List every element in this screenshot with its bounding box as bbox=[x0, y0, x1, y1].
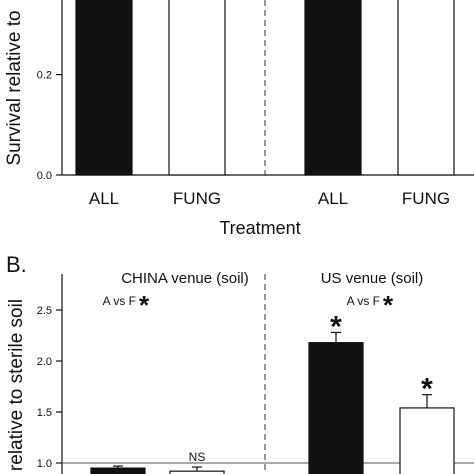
panel-b-comparison-label: A vs F bbox=[103, 294, 136, 308]
panel-a-bar-fung bbox=[397, 0, 455, 176]
panel-b-y-tick-label: 1.0 bbox=[37, 458, 52, 470]
panel-b-significance-mark: * bbox=[421, 373, 433, 406]
panel-b-comparison-mark: * bbox=[139, 290, 150, 320]
panel-a-y-axis-label: Survival relative to bbox=[4, 10, 25, 165]
panel-b-comparison-label: A vs F bbox=[347, 294, 380, 308]
panel-a-category-label: ALL bbox=[318, 189, 348, 208]
panel-a-category-label: ALL bbox=[89, 189, 119, 208]
panel-a-bar-all bbox=[75, 0, 133, 176]
panel-a-bar-all bbox=[304, 0, 362, 176]
panel-b-y-tick-label: 2.5 bbox=[37, 305, 52, 317]
panel-b-bar-fung bbox=[399, 407, 455, 474]
panel-a-category-label: FUNG bbox=[173, 189, 221, 208]
panel-b-label: B. bbox=[6, 252, 27, 277]
panel-b-bar-all bbox=[308, 342, 364, 474]
panel-b-y-tick-label: 1.5 bbox=[37, 407, 52, 419]
panel-b-significance-mark: NS bbox=[189, 450, 206, 464]
panel-b: B. relative to sterile soil 1.0 1.5 2.0 2.5… bbox=[6, 252, 474, 474]
panel-a-x-axis-label: Treatment bbox=[219, 218, 300, 238]
panel-b-comparison-mark: * bbox=[383, 290, 394, 320]
panel-b-y-axis-label: relative to sterile soil bbox=[6, 299, 27, 471]
panel-b-significance-mark: * bbox=[330, 310, 342, 343]
panel-a-category-label: FUNG bbox=[402, 189, 450, 208]
panel-a-y-tick-label: 0.0 bbox=[37, 170, 52, 182]
panel-a: Survival relative to 0.00.20.40.6 ALLFUN… bbox=[4, 0, 474, 238]
panel-b-bar-all bbox=[90, 467, 146, 474]
panel-b-group-title: CHINA venue (soil) bbox=[121, 270, 249, 287]
panel-b-y-tick-label: 2.0 bbox=[37, 356, 52, 368]
panel-b-group-title: US venue (soil) bbox=[321, 270, 424, 287]
panel-a-y-tick-label: 0.2 bbox=[37, 70, 52, 82]
panel-a-bar-fung bbox=[168, 0, 226, 176]
